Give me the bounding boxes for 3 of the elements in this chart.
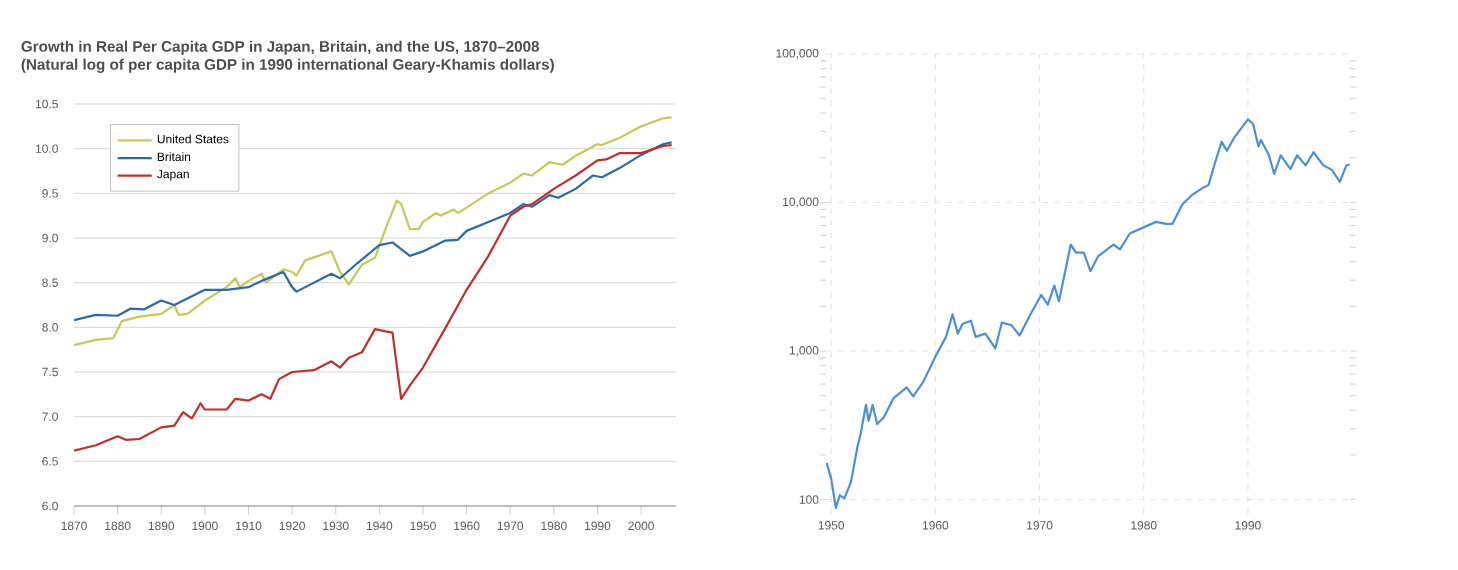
line-series — [74, 116, 673, 347]
line-series — [826, 118, 1350, 509]
line-series — [74, 144, 673, 452]
